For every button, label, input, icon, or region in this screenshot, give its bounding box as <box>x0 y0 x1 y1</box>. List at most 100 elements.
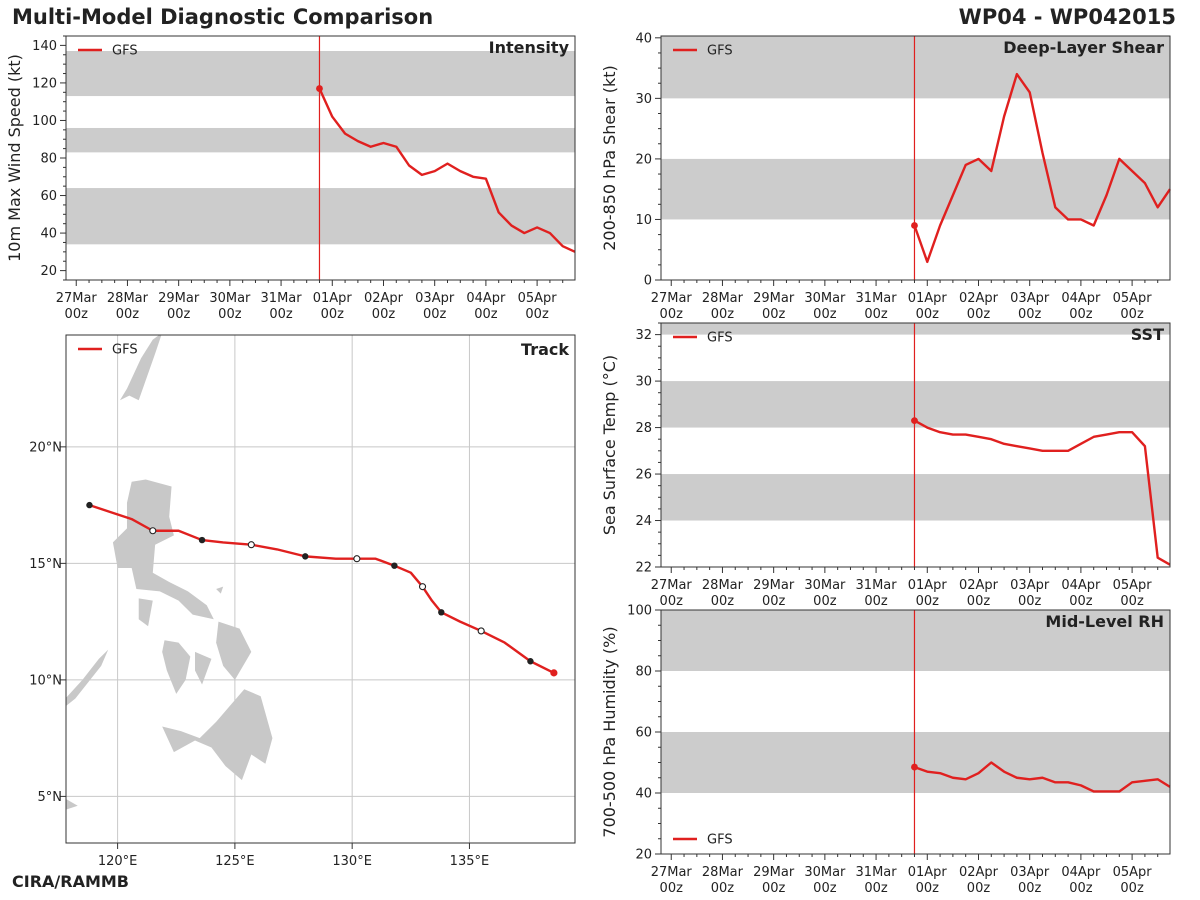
y-tick-label: 20°N <box>29 440 62 455</box>
y-tick-label: 80 <box>40 152 57 167</box>
x-tick-label: 01Apr <box>313 291 353 306</box>
x-tick-label: 29Mar <box>753 578 795 593</box>
x-tick-label-hour: 00z <box>423 307 447 322</box>
land-mass <box>119 335 162 401</box>
x-tick-label: 02Apr <box>959 578 999 593</box>
x-tick-label: 02Apr <box>959 865 999 880</box>
series-line-gfs <box>914 761 1171 793</box>
x-tick-label-hour: 00z <box>864 881 888 896</box>
series-line-gfs <box>318 88 576 253</box>
x-tick-label: 02Apr <box>959 291 999 306</box>
y-tick-label: 40 <box>40 227 57 242</box>
x-tick-label: 28Mar <box>107 291 149 306</box>
x-tick-label-hour: 00z <box>813 594 837 609</box>
x-tick-label: 28Mar <box>702 578 744 593</box>
y-tick-label: 15°N <box>29 557 62 572</box>
x-tick-label: 04Apr <box>1061 865 1101 880</box>
track-point-00z <box>391 562 398 569</box>
panel-shear: 01020304027Mar00z28Mar00z29Mar00z30Mar00… <box>600 31 1171 322</box>
y-tick-label: 10 <box>635 213 652 228</box>
x-tick-label-hour: 00z <box>762 307 786 322</box>
panel-title: Deep-Layer Shear <box>1003 38 1164 57</box>
legend-label: GFS <box>112 44 138 59</box>
x-tick-label-hour: 00z <box>525 307 549 322</box>
x-tick-label: 01Apr <box>908 865 948 880</box>
x-tick-label-hour: 00z <box>813 307 837 322</box>
x-tick-label: 30Mar <box>804 291 846 306</box>
x-tick-label: 05Apr <box>1113 865 1153 880</box>
x-tick-label: 02Apr <box>364 291 404 306</box>
threshold-band <box>66 188 575 245</box>
x-tick-label: 30Mar <box>804 865 846 880</box>
track-point-00z <box>302 553 309 560</box>
plot-frame <box>660 35 1171 281</box>
y-tick-label: 20 <box>635 848 652 863</box>
land-mass <box>112 479 214 620</box>
x-tick-label: 04Apr <box>1061 291 1101 306</box>
track-point-12z <box>353 555 361 563</box>
y-axis-label: 700-500 hPa Humidity (%) <box>600 626 619 837</box>
credit-label: CIRA/RAMMB <box>12 872 129 891</box>
land-mass <box>66 649 109 706</box>
x-tick-label-hour: 00z <box>1120 594 1144 609</box>
series-start-point <box>316 85 323 92</box>
y-tick-label: 60 <box>40 189 57 204</box>
x-tick-label: 27Mar <box>651 291 693 306</box>
y-tick-label: 40 <box>635 787 652 802</box>
x-tick-label: 135°E <box>450 854 490 869</box>
x-tick-label: 27Mar <box>651 865 693 880</box>
x-tick-label: 03Apr <box>415 291 455 306</box>
x-tick-label-hour: 00z <box>116 307 140 322</box>
x-tick-label: 04Apr <box>466 291 506 306</box>
y-axis-label: 200-850 hPa Shear (kt) <box>600 65 619 251</box>
plot-frame <box>660 322 1171 568</box>
x-tick-label: 31Mar <box>261 291 303 306</box>
x-tick-label: 01Apr <box>908 578 948 593</box>
map-area <box>66 335 575 843</box>
x-tick-label-hour: 00z <box>864 307 888 322</box>
x-tick-label-hour: 00z <box>372 307 396 322</box>
x-tick-label: 05Apr <box>1113 578 1153 593</box>
x-tick-label: 03Apr <box>1010 291 1050 306</box>
page-title: Multi-Model Diagnostic Comparison <box>12 5 434 29</box>
track-point-00z <box>86 501 93 509</box>
panel-title: Mid-Level RH <box>1045 612 1164 631</box>
y-tick-label: 0 <box>644 274 652 289</box>
x-tick-label-hour: 00z <box>1018 881 1042 896</box>
x-tick-label-hour: 00z <box>167 307 191 322</box>
threshold-band <box>661 610 1170 671</box>
storm-id: WP04 - WP042015 <box>958 5 1176 29</box>
panel-track: 120°E 125°E 130°E 135°E 5°N 10°N 15°N 20°N Track… <box>29 334 576 869</box>
x-tick-label-hour: 00z <box>916 881 940 896</box>
x-tick-label-hour: 00z <box>1018 594 1042 609</box>
track-point-12z <box>477 627 485 635</box>
legend-label: GFS <box>112 343 138 358</box>
panel-sst: 22242628303227Mar00z28Mar00z29Mar00z30Ma… <box>600 322 1171 609</box>
x-tick-label: 31Mar <box>856 865 898 880</box>
y-tick-label: 32 <box>635 328 652 343</box>
x-tick-label: 30Mar <box>804 578 846 593</box>
track-point-00z <box>527 658 534 665</box>
land-mass <box>195 651 212 685</box>
series-line-gfs <box>913 72 1171 264</box>
x-tick-label-hour: 00z <box>1120 307 1144 322</box>
threshold-band <box>661 36 1170 99</box>
x-tick-label: 03Apr <box>1010 578 1050 593</box>
threshold-band <box>661 732 1170 793</box>
threshold-band <box>661 474 1170 521</box>
x-tick-label-hour: 00z <box>762 594 786 609</box>
x-tick-label: 03Apr <box>1010 865 1050 880</box>
x-tick-label-hour: 00z <box>916 307 940 322</box>
y-tick-label: 20 <box>635 152 652 167</box>
y-tick-label: 140 <box>32 39 57 54</box>
x-tick-label-hour: 00z <box>660 594 684 609</box>
y-tick-label: 120 <box>32 76 57 91</box>
y-tick-label: 30 <box>635 92 652 107</box>
x-tick-label: 30Mar <box>209 291 251 306</box>
track-point-00z <box>198 536 206 544</box>
x-tick-label-hour: 00z <box>660 881 684 896</box>
y-tick-label: 100 <box>627 604 652 619</box>
x-tick-label: 27Mar <box>56 291 98 306</box>
y-tick-label: 10°N <box>29 673 62 688</box>
series-start-point <box>911 222 918 229</box>
